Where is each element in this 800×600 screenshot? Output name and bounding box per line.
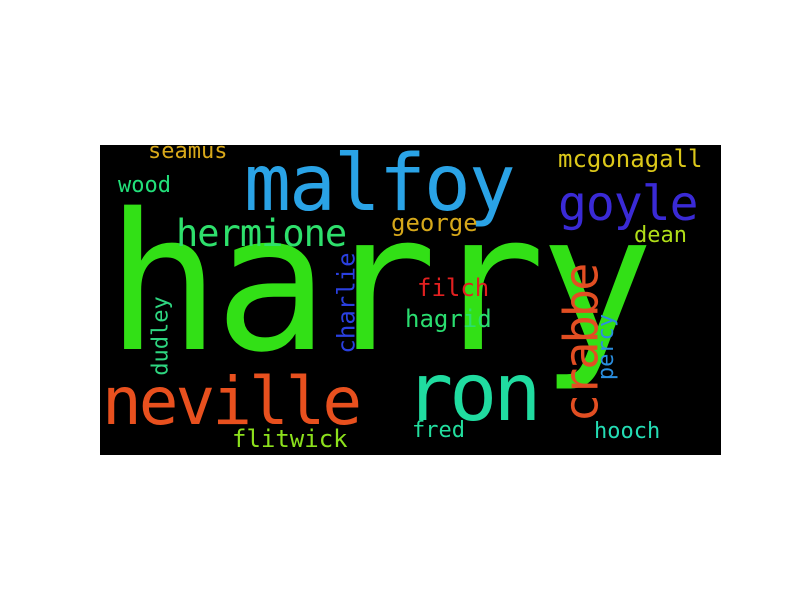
word-neville: neville	[102, 363, 362, 440]
word-cloud: harry malfoy neville ron goyle hermione …	[100, 145, 721, 455]
word-harry: harry	[106, 173, 654, 394]
word-dudley: dudley	[148, 296, 174, 376]
word-fred: fred	[412, 418, 465, 443]
word-malfoy: malfoy	[244, 145, 516, 229]
word-ron: ron	[405, 346, 541, 439]
word-goyle: goyle	[558, 176, 698, 232]
word-percy: percy	[594, 313, 620, 381]
word-seamus: seamus	[148, 145, 228, 164]
word-hagrid: hagrid	[405, 305, 492, 333]
word-wood: wood	[118, 173, 171, 198]
word-filch: filch	[417, 274, 490, 302]
word-dean: dean	[634, 223, 687, 248]
word-charlie: charlie	[332, 252, 361, 354]
word-hooch: hooch	[594, 419, 661, 444]
word-flitwick: flitwick	[232, 425, 348, 453]
word-hermione: hermione	[176, 212, 347, 255]
word-mcgonagall: mcgonagall	[558, 145, 703, 173]
word-george: george	[391, 209, 478, 237]
